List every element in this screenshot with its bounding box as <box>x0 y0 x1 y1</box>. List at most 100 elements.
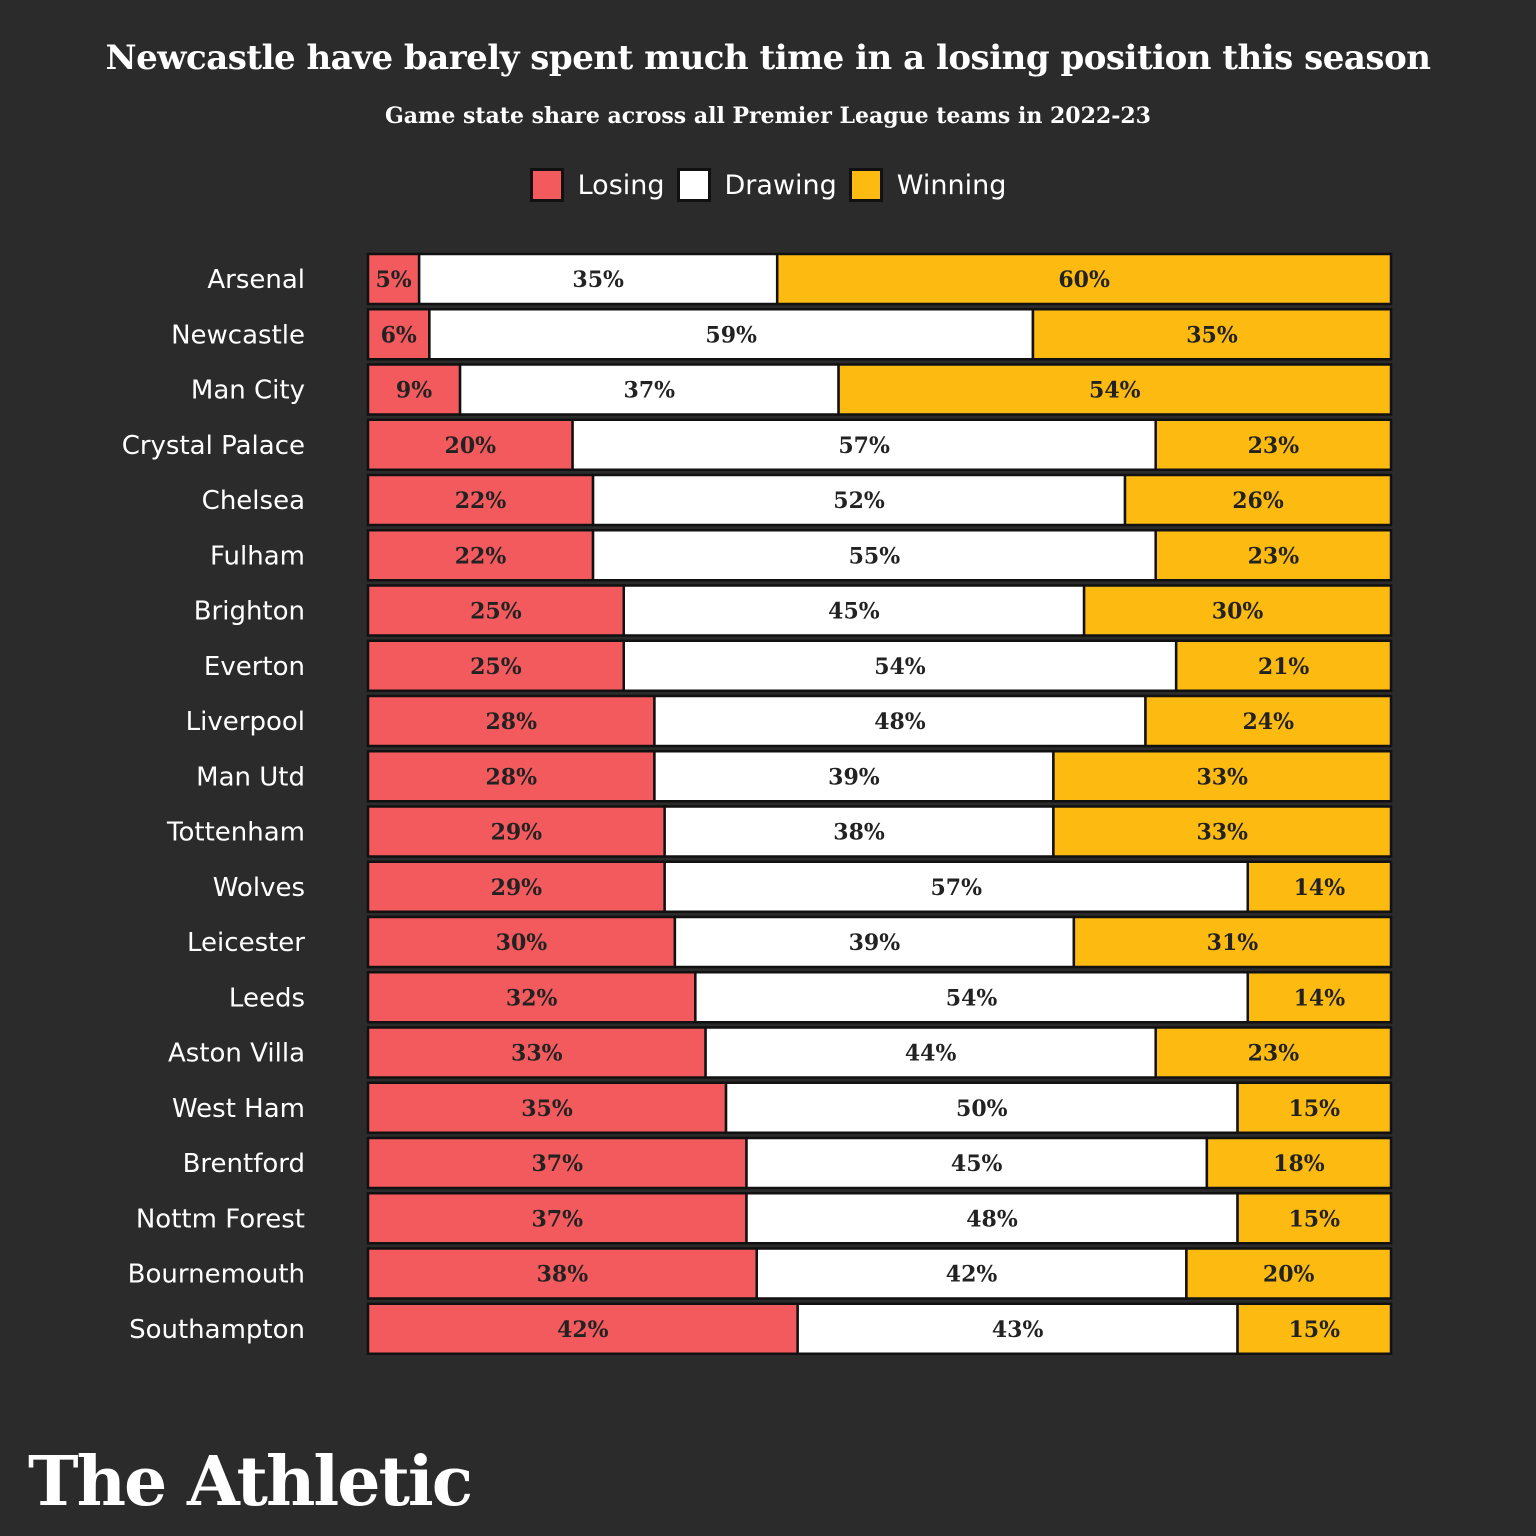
bar-fulham-losing <box>366 529 595 582</box>
team-label-brentford: Brentford <box>183 1149 305 1179</box>
bar-west-ham-drawing <box>724 1081 1239 1134</box>
team-label-newcastle: Newcastle <box>171 320 305 350</box>
data-label-southampton-winning: 15% <box>1289 1317 1341 1343</box>
team-label-man-city: Man City <box>191 376 305 406</box>
data-label-brighton-drawing: 45% <box>828 599 880 625</box>
data-label-everton-drawing: 54% <box>874 654 926 680</box>
data-label-newcastle-drawing: 59% <box>705 322 757 348</box>
data-label-aston-villa-losing: 33% <box>511 1041 563 1067</box>
bar-brentford-winning <box>1205 1136 1393 1190</box>
data-label-chelsea-winning: 26% <box>1232 488 1284 514</box>
bar-fulham-winning <box>1154 529 1393 582</box>
bar-chelsea-drawing <box>591 473 1127 527</box>
brand-logo: The Athletic <box>28 1442 473 1522</box>
bar-brighton-winning <box>1082 584 1393 637</box>
bar-everton-winning <box>1174 639 1393 692</box>
data-label-west-ham-drawing: 50% <box>956 1096 1008 1122</box>
bar-liverpool-drawing <box>653 694 1147 748</box>
bar-nottm-forest-losing <box>366 1192 748 1245</box>
bar-wolves-drawing <box>663 860 1250 913</box>
bar-newcastle-drawing <box>428 308 1035 361</box>
data-label-newcastle-losing: 6% <box>381 322 417 348</box>
bar-bournemouth-winning <box>1185 1247 1393 1300</box>
team-label-fulham: Fulham <box>210 541 305 571</box>
bar-wolves-winning <box>1246 860 1393 913</box>
bar-newcastle-losing <box>366 308 431 361</box>
data-label-man-city-winning: 54% <box>1089 378 1141 404</box>
bar-nottm-forest-winning <box>1236 1192 1393 1245</box>
data-label-man-utd-winning: 33% <box>1196 764 1248 790</box>
bar-west-ham-losing <box>366 1081 728 1134</box>
team-label-liverpool: Liverpool <box>186 707 305 737</box>
data-label-liverpool-winning: 24% <box>1242 709 1294 735</box>
data-label-nottm-forest-winning: 15% <box>1289 1206 1341 1232</box>
legend-item-drawing: Drawing <box>676 168 837 202</box>
data-label-west-ham-losing: 35% <box>521 1096 573 1122</box>
bar-southampton-losing <box>366 1302 799 1355</box>
data-label-aston-villa-winning: 23% <box>1248 1041 1300 1067</box>
data-label-leeds-drawing: 54% <box>946 985 998 1011</box>
data-label-man-utd-drawing: 39% <box>828 764 880 790</box>
bar-nottm-forest-drawing <box>745 1192 1239 1245</box>
data-label-leeds-winning: 14% <box>1294 985 1346 1011</box>
data-label-aston-villa-drawing: 44% <box>905 1041 957 1067</box>
data-label-arsenal-drawing: 35% <box>572 267 624 293</box>
data-label-chelsea-losing: 22% <box>455 488 507 514</box>
data-label-fulham-winning: 23% <box>1248 543 1300 569</box>
team-label-arsenal: Arsenal <box>207 265 305 295</box>
data-label-west-ham-winning: 15% <box>1289 1096 1341 1122</box>
team-label-everton: Everton <box>204 652 305 682</box>
bar-man-utd-drawing <box>653 750 1055 803</box>
team-label-crystal-palace: Crystal Palace <box>122 431 305 461</box>
bar-crystal-palace-losing <box>366 418 574 471</box>
bar-arsenal-winning <box>775 252 1393 306</box>
bar-liverpool-winning <box>1144 694 1393 748</box>
data-label-nottm-forest-losing: 37% <box>531 1206 583 1232</box>
legend-swatch-drawing <box>676 168 711 202</box>
bar-chelsea-winning <box>1123 473 1393 527</box>
bar-aston-villa-drawing <box>704 1026 1157 1079</box>
bar-southampton-drawing <box>796 1302 1239 1355</box>
bar-fulham-drawing <box>591 529 1157 582</box>
bar-leicester-winning <box>1072 915 1393 969</box>
bar-leeds-losing <box>366 971 697 1024</box>
data-label-leeds-losing: 32% <box>506 985 558 1011</box>
data-label-brentford-drawing: 45% <box>951 1151 1003 1177</box>
team-label-man-utd: Man Utd <box>196 762 305 792</box>
bar-man-utd-winning <box>1052 750 1393 803</box>
data-label-fulham-drawing: 55% <box>849 543 901 569</box>
data-label-fulham-losing: 22% <box>455 543 507 569</box>
data-label-tottenham-winning: 33% <box>1196 820 1248 846</box>
data-label-bournemouth-drawing: 42% <box>946 1262 998 1288</box>
bar-crystal-palace-winning <box>1154 418 1393 471</box>
bar-tottenham-winning <box>1052 805 1393 858</box>
legend-item-winning: Winning <box>848 168 1007 202</box>
bar-southampton-winning <box>1236 1302 1393 1355</box>
data-label-man-utd-losing: 28% <box>485 764 537 790</box>
chart-subtitle: Game state share across all Premier Leag… <box>385 103 1151 129</box>
team-label-bournemouth: Bournemouth <box>128 1260 305 1290</box>
team-label-southampton: Southampton <box>129 1315 305 1345</box>
data-label-bournemouth-winning: 20% <box>1263 1262 1315 1288</box>
team-label-leicester: Leicester <box>187 928 305 958</box>
bar-brentford-losing <box>366 1136 748 1190</box>
bar-west-ham-winning <box>1236 1081 1393 1134</box>
data-label-newcastle-winning: 35% <box>1186 322 1238 348</box>
data-label-crystal-palace-drawing: 57% <box>838 433 890 459</box>
bar-leicester-drawing <box>673 915 1076 969</box>
team-label-leeds: Leeds <box>229 983 305 1013</box>
team-label-west-ham: West Ham <box>172 1094 305 1124</box>
data-label-crystal-palace-losing: 20% <box>445 433 497 459</box>
legend-swatch-winning <box>848 168 883 202</box>
data-label-everton-losing: 25% <box>470 654 522 680</box>
data-label-chelsea-drawing: 52% <box>833 488 885 514</box>
bar-aston-villa-winning <box>1154 1026 1393 1079</box>
data-label-brentford-winning: 18% <box>1273 1151 1325 1177</box>
data-label-wolves-losing: 29% <box>491 875 543 901</box>
legend-label-winning: Winning <box>896 169 1007 201</box>
data-label-tottenham-losing: 29% <box>491 820 543 846</box>
data-label-everton-winning: 21% <box>1258 654 1310 680</box>
bar-man-city-drawing <box>458 363 840 416</box>
chart-title: Newcastle have barely spent much time in… <box>105 38 1431 78</box>
bar-wolves-losing <box>366 860 666 913</box>
